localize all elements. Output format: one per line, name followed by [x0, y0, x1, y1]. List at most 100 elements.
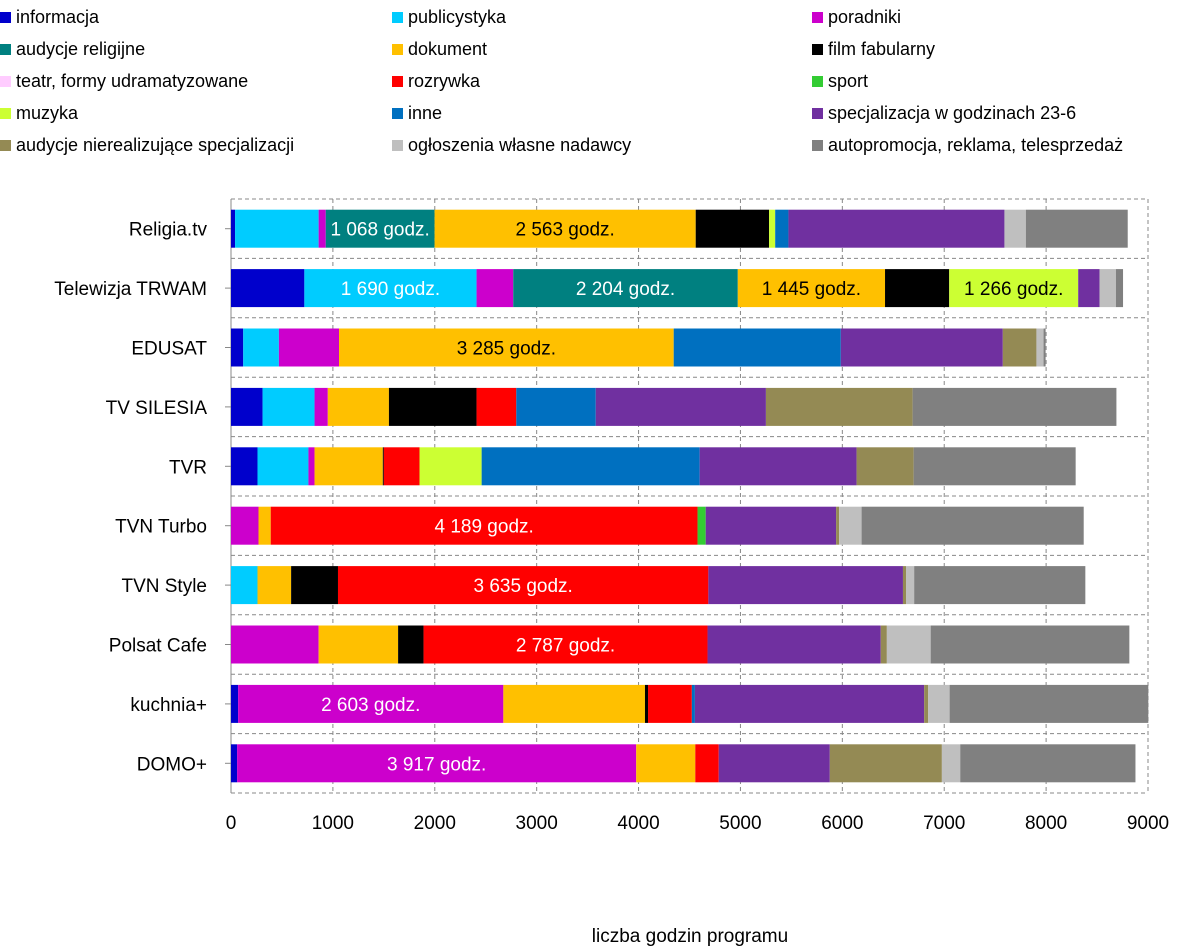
legend-swatch [0, 11, 11, 23]
bar-segment-ogloszenia-wlasne-nadawcy [928, 684, 950, 723]
bar-segment-ogloszenia-wlasne-nadawcy [839, 506, 862, 545]
bar-segment-poradniki [231, 506, 259, 545]
category-label: EDUSAT [131, 339, 207, 360]
bar-segment-audycje-nierealizujace-specjalizacji [880, 625, 887, 664]
bar-segment-audycje-nierealizujace-specjalizacji [1002, 328, 1037, 367]
legend-item-informacja: informacja [0, 6, 99, 28]
bar-segment-muzyka [419, 447, 482, 486]
bar-segment-informacja [231, 744, 238, 783]
bar-segment-ogloszenia-wlasne-nadawcy [1004, 209, 1026, 248]
legend-swatch [392, 107, 403, 119]
legend-swatch [812, 43, 823, 55]
data-label: 1 690 godz. [341, 279, 440, 300]
x-tick-label: 0 [226, 813, 237, 834]
legend-label: audycje religijne [16, 38, 146, 59]
bar-segment-specjalizacja-w-godzinach-23-6 [705, 506, 837, 545]
bar-segment-film-fabularny [885, 269, 950, 308]
bar-segment-poradniki [231, 625, 319, 664]
bar-segment-sport [697, 506, 706, 545]
category-label: Polsat Cafe [109, 636, 207, 657]
bar-segment-audycje-nierealizujace-specjalizacji [836, 506, 840, 545]
bar-segment-publicystyka [231, 566, 258, 605]
legend-swatch [0, 139, 11, 151]
category-label: DOMO+ [137, 754, 207, 775]
x-tick-label: 7000 [923, 813, 965, 834]
bar-segment-autopromocja-reklama-telesprzedaz [960, 744, 1136, 783]
x-tick-label: 3000 [516, 813, 558, 834]
legend-item-ogloszenia-wlasne-nadawcy: ogłoszenia własne nadawcy [392, 134, 631, 156]
bar-segment-ogloszenia-wlasne-nadawcy [906, 566, 915, 605]
segment-labels: 1 068 godz. 2 563 godz. 1 690 godz. 2 204 g… [321, 220, 1063, 776]
data-label: 3 635 godz. [474, 576, 573, 597]
bar-segment-inne [691, 684, 695, 723]
bar-segment-inne [673, 328, 841, 367]
legend-swatch [812, 11, 823, 23]
bar-segment-rozrywka [695, 744, 719, 783]
data-label: 1 445 godz. [762, 279, 861, 300]
bar-segment-inne [481, 447, 700, 486]
bar-segment-muzyka [949, 269, 1079, 308]
bar-segment-inne [775, 209, 789, 248]
legend-item-dokument: dokument [392, 38, 487, 60]
bar-segment-poradniki [314, 387, 328, 426]
bars [231, 209, 1149, 783]
bar-segment-inne [516, 387, 596, 426]
bar-segment-dokument [737, 269, 886, 308]
category-labels: Religia.tv Telewizja TRWAM EDUSAT TV SILESI… [54, 220, 207, 776]
bar-segment-poradniki [308, 447, 315, 486]
legend-label: sport [828, 70, 869, 91]
legend-label: specjalizacja w godzinach 23-6 [828, 102, 1077, 123]
legend-item-inne: inne [392, 102, 442, 124]
bar-segment-dokument [339, 328, 674, 367]
bar-segment-poradniki [318, 209, 326, 248]
bar-segment-specjalizacja-w-godzinach-23-6 [718, 744, 830, 783]
legend-item-autopromocja-reklama-telesprzedaz: autopromocja, reklama, telesprzedaż [812, 134, 1123, 156]
legend-label: publicystyka [408, 6, 507, 27]
bar-segment-informacja [231, 209, 236, 248]
bar-segment-dokument [258, 506, 271, 545]
legend-label: film fabularny [828, 38, 936, 59]
legend-swatch [392, 43, 403, 55]
bar-segment-poradniki [476, 269, 514, 308]
legend-swatch [0, 107, 11, 119]
bar-segment-film-fabularny [398, 625, 424, 664]
bar-segment-publicystyka [257, 447, 309, 486]
legend-item-muzyka: muzyka [0, 102, 78, 124]
bar-segment-autopromocja-reklama-telesprzedaz [912, 387, 1117, 426]
bar-segment-specjalizacja-w-godzinach-23-6 [699, 447, 857, 486]
bar-segment-poradniki [237, 744, 637, 783]
legend: informacja publicystyka poradniki audycje r… [0, 0, 1199, 190]
bar-segment-specjalizacja-w-godzinach-23-6 [840, 328, 1003, 367]
bar-segment-informacja [231, 684, 239, 723]
bar-segment-autopromocja-reklama-telesprzedaz [1043, 328, 1046, 367]
bar-segment-autopromocja-reklama-telesprzedaz [1025, 209, 1128, 248]
data-label: 4 189 godz. [434, 517, 533, 538]
bar-segment-specjalizacja-w-godzinach-23-6 [694, 684, 925, 723]
bar-segment-specjalizacja-w-godzinach-23-6 [708, 566, 903, 605]
x-tick-labels: 0 1000 2000 3000 4000 5000 6000 7000 8000 9000 [226, 813, 1169, 834]
bar-segment-film-fabularny [644, 684, 649, 723]
bar-segment-rozrywka [383, 447, 420, 486]
bar-segment-autopromocja-reklama-telesprzedaz [930, 625, 1130, 664]
bar-segment-audycje-nierealizujace-specjalizacji [856, 447, 914, 486]
legend-label: poradniki [828, 6, 902, 27]
bar-segment-rozrywka [476, 387, 517, 426]
bar-segment-informacja [231, 328, 244, 367]
legend-swatch [0, 43, 11, 55]
legend-swatch [812, 75, 823, 87]
bar-segment-dokument [636, 744, 696, 783]
x-tick-label: 8000 [1025, 813, 1067, 834]
bar-segment-ogloszenia-wlasne-nadawcy [886, 625, 931, 664]
x-tick-label: 2000 [414, 813, 456, 834]
legend-label: informacja [16, 6, 100, 27]
legend-label: ogłoszenia własne nadawcy [408, 134, 632, 155]
bar-segment-dokument [314, 447, 383, 486]
bar-segment-film-fabularny [291, 566, 338, 605]
data-label: 2 787 godz. [516, 636, 615, 657]
data-label: 3 285 godz. [457, 339, 556, 360]
bar-segment-rozrywka [423, 625, 708, 664]
bar-segment-dokument [318, 625, 399, 664]
x-tick-label: 1000 [312, 813, 354, 834]
data-label: 2 563 godz. [515, 220, 614, 241]
category-label: TV SILESIA [106, 398, 208, 419]
